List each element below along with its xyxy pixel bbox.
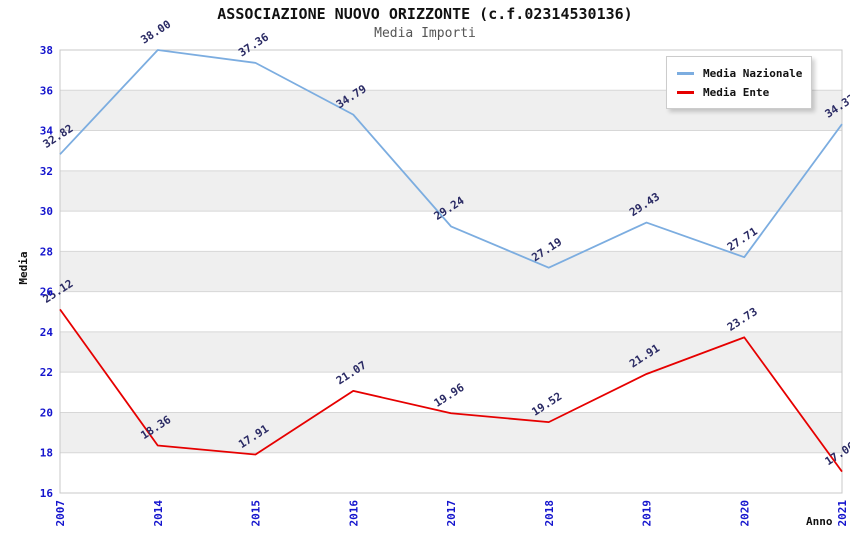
x-axis-title: Anno <box>806 515 833 528</box>
y-axis-title: Media <box>17 251 30 285</box>
y-tick-label: 26 <box>40 286 54 299</box>
x-tick-label: 2020 <box>738 500 751 527</box>
x-tick-label: 2014 <box>152 500 165 527</box>
y-tick-label: 32 <box>40 165 53 178</box>
legend-marker-media-nazionale <box>677 72 694 75</box>
legend: Media Nazionale Media Ente <box>666 56 812 109</box>
y-tick-label: 34 <box>40 125 54 138</box>
x-tick-label: 2007 <box>54 500 67 527</box>
legend-item-media-ente: Media Ente <box>677 83 801 102</box>
legend-item-media-nazionale: Media Nazionale <box>677 64 803 83</box>
y-tick-label: 36 <box>40 84 54 97</box>
legend-marker-media-ente <box>677 91 694 94</box>
chart-subtitle: Media Importi <box>374 26 476 41</box>
x-tick-label: 2021 <box>836 500 849 527</box>
legend-label-media-ente: Media Ente <box>703 86 770 99</box>
legend-label-media-nazionale: Media Nazionale <box>703 67 803 80</box>
x-tick-label: 2017 <box>445 500 458 527</box>
y-tick-label: 18 <box>40 447 53 460</box>
y-tick-label: 28 <box>40 245 53 258</box>
y-tick-label: 16 <box>40 487 54 500</box>
y-tick-label: 20 <box>40 406 53 419</box>
x-tick-label: 2018 <box>543 500 556 527</box>
x-tick-label: 2016 <box>347 500 360 527</box>
y-tick-label: 30 <box>40 205 53 218</box>
y-tick-label: 24 <box>40 326 54 339</box>
x-tick-label: 2019 <box>641 500 654 527</box>
y-tick-label: 22 <box>40 366 53 379</box>
x-tick-label: 2015 <box>250 500 263 527</box>
chart-title: ASSOCIAZIONE NUOVO ORIZZONTE (c.f.023145… <box>217 5 633 23</box>
data-label: 38.00 <box>138 18 173 47</box>
y-tick-label: 38 <box>40 44 53 57</box>
